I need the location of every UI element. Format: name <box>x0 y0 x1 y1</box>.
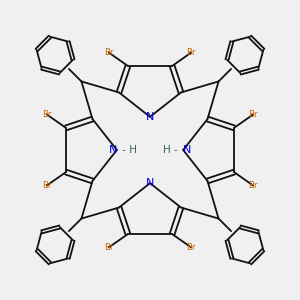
Text: - H: - H <box>119 145 137 155</box>
Text: H -: H - <box>163 145 181 155</box>
Text: N: N <box>108 145 117 155</box>
Text: N: N <box>146 112 154 122</box>
Text: Br: Br <box>186 48 196 57</box>
Text: Br: Br <box>42 110 52 119</box>
Text: Br: Br <box>248 181 258 190</box>
Text: Br: Br <box>42 181 52 190</box>
Text: Br: Br <box>104 48 114 57</box>
Text: N: N <box>183 145 192 155</box>
Text: Br: Br <box>104 243 114 252</box>
Text: Br: Br <box>186 243 196 252</box>
Text: N: N <box>146 178 154 188</box>
Text: Br: Br <box>248 110 258 119</box>
